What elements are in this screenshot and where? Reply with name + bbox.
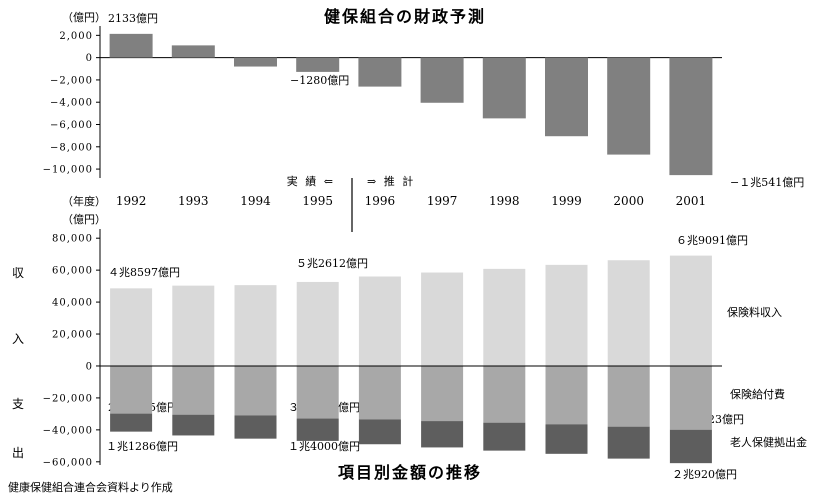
top-chart-marks: −10,000 −8,000 −6,000 −4,000 −2,000 0 2,000 199…	[43, 26, 722, 208]
benefit-bar-2000	[607, 365, 650, 427]
income-bar-2000	[607, 260, 650, 366]
elderly-bar-1998	[483, 422, 526, 451]
actual-label: 実 績 ⇐	[287, 174, 335, 188]
year-label-1992: 1992	[116, 194, 147, 208]
year-label-1997: 1997	[427, 194, 458, 208]
elderly-bar-1993	[172, 414, 215, 436]
income-bar-1998	[483, 268, 526, 366]
side-label-3: 出	[12, 446, 24, 460]
side-label-0: 収	[12, 266, 24, 280]
top-y-tick-label: −8,000	[50, 142, 93, 153]
top-annotation-1995: −1280億円	[290, 74, 349, 87]
bottom-y-tick-label: 0	[86, 361, 93, 372]
bottom-y-tick-label: 40,000	[52, 298, 93, 309]
income-bar-1994	[234, 285, 277, 366]
income-bar-1997	[421, 272, 464, 366]
bottom-y-tick-label: −60,000	[43, 457, 93, 468]
income-bar-1999	[545, 264, 588, 366]
benefit-bar-1996	[358, 365, 401, 420]
bottom-y-tick-label: −40,000	[43, 425, 93, 436]
bottom-y-tick-label: −20,000	[43, 393, 93, 404]
side-label-2: 支	[12, 397, 24, 411]
benefit-bar-2001	[669, 365, 712, 430]
year-label-2000: 2000	[613, 194, 644, 208]
income-bar-1996	[358, 276, 401, 366]
bottom-y-tick-label: 80,000	[52, 234, 93, 245]
year-label-1996: 1996	[365, 194, 396, 208]
top-bar-1993	[171, 45, 215, 58]
top-bar-1996	[358, 57, 402, 87]
top-bar-2001	[669, 57, 713, 176]
benefit-bar-1995	[296, 365, 339, 419]
income-annotation-1992: ４兆8597億円	[108, 266, 180, 279]
benefit-bar-1994	[234, 365, 277, 416]
top-bar-1994	[234, 57, 277, 67]
elderly-bar-2001	[669, 429, 712, 464]
elderly-bar-1994	[234, 415, 277, 439]
benefit-bar-1993	[172, 365, 215, 415]
top-year-label: （年度）	[62, 194, 106, 208]
source-note: 健康保健組合連合会資料より作成	[8, 480, 173, 494]
year-label-1995: 1995	[302, 194, 333, 208]
year-label-1993: 1993	[178, 194, 209, 208]
income-bar-1995	[296, 281, 339, 366]
elderly-bar-2000	[607, 426, 650, 459]
top-y-tick-label: 0	[86, 53, 93, 64]
year-label-1998: 1998	[489, 194, 520, 208]
income-bar-1992	[110, 288, 153, 366]
elderly-annotation-2001: ２兆920億円	[672, 468, 737, 481]
top-chart-title: 健保組合の財政予測	[324, 7, 486, 26]
side-label-1: 入	[12, 332, 24, 346]
year-label-1994: 1994	[240, 194, 271, 208]
elderly-bar-1996	[358, 419, 401, 445]
top-bar-1998	[482, 57, 526, 119]
income-annotation-1995: ５兆2612億円	[296, 257, 368, 270]
top-bar-1992	[109, 33, 153, 58]
top-y-tick-label: 2,000	[59, 31, 93, 42]
legend-elderly-contribution: 老人保健拠出金	[730, 435, 807, 449]
benefit-bar-1998	[483, 365, 526, 423]
year-label-2001: 2001	[676, 194, 707, 208]
benefit-bar-1992	[110, 365, 153, 414]
top-annotation-1992: 2133億円	[108, 12, 158, 25]
top-bar-1995	[296, 57, 340, 72]
year-label-1999: 1999	[551, 194, 582, 208]
legend-benefit-costs: 保険給付費	[730, 387, 785, 401]
income-annotation-2001: ６兆9091億円	[676, 234, 748, 247]
forecast-label: ⇒ 推 計	[367, 174, 415, 188]
top-unit-label: （億円）	[62, 11, 106, 24]
bottom-y-tick-label: 20,000	[52, 330, 93, 341]
top-y-tick-label: −10,000	[43, 165, 93, 176]
legend-premium-income: 保険料収入	[727, 305, 782, 319]
elderly-bar-1999	[545, 424, 588, 454]
income-bar-2001	[669, 255, 712, 366]
bottom-y-tick-label: 60,000	[52, 266, 93, 277]
benefit-bar-1997	[421, 365, 464, 422]
elderly-annotation-1992: １兆1286億円	[106, 440, 178, 453]
bottom-chart-marks: −60,000 −40,000 −20,000 0 20,000 40,000 60,000…	[43, 229, 722, 468]
elderly-bar-1992	[110, 413, 153, 432]
top-y-tick-label: −4,000	[50, 98, 93, 109]
elderly-annotation-1995: １兆4000億円	[288, 440, 360, 453]
bottom-unit-label: （億円）	[62, 213, 106, 226]
bottom-chart-title: 項目別金額の推移	[338, 463, 482, 482]
top-bar-2000	[607, 57, 651, 155]
income-bar-1993	[172, 285, 215, 366]
elderly-bar-1995	[296, 418, 339, 441]
benefit-bar-1999	[545, 365, 588, 425]
top-bar-1999	[545, 57, 588, 137]
top-y-tick-label: −6,000	[50, 120, 93, 131]
elderly-bar-1997	[421, 421, 464, 448]
top-bar-1997	[420, 57, 464, 103]
top-annotation-2001: −１兆541億円	[730, 176, 804, 189]
top-y-tick-label: −2,000	[50, 75, 93, 86]
